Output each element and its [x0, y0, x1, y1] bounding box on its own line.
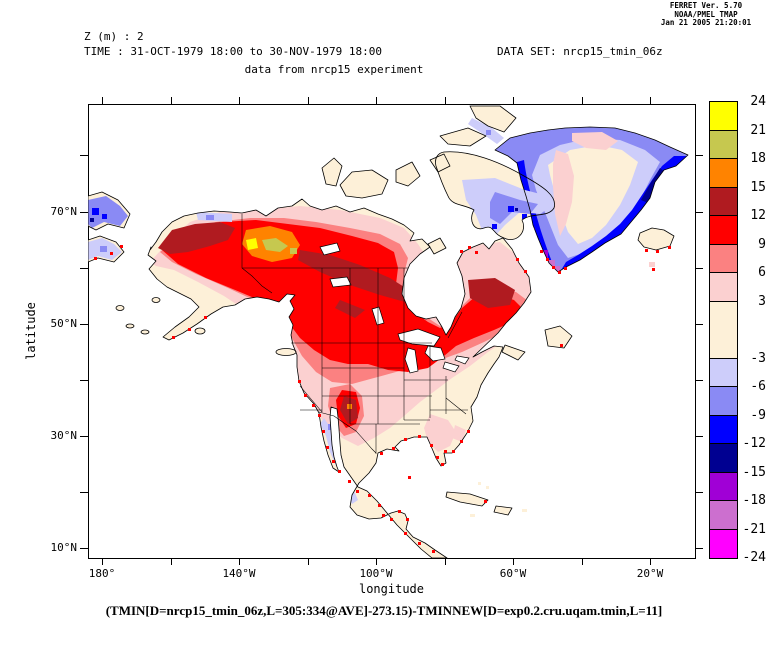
colorbar-band — [710, 187, 737, 216]
x-tick-bottom — [581, 558, 583, 565]
x-tick-label: 60°W — [499, 567, 527, 580]
y-tick-left — [80, 435, 88, 437]
colorbar-band — [710, 216, 737, 245]
colorbar-band — [710, 501, 737, 530]
y-tick-right — [695, 548, 703, 549]
y-tick-left — [80, 323, 88, 325]
y-tick-left — [80, 379, 88, 381]
colorbar-band — [710, 273, 737, 302]
y-tick-right — [695, 267, 703, 269]
x-tick-bottom — [650, 558, 651, 565]
dataset-label: DATA SET: nrcp15_tmin_06z — [497, 45, 663, 58]
y-tick-right — [695, 435, 703, 437]
colorbar-label: -24 — [742, 550, 766, 565]
x-tick-bottom — [170, 558, 172, 565]
map-canvas — [88, 105, 689, 558]
colorbar-band — [710, 387, 737, 416]
x-tick-label: 20°W — [636, 567, 664, 580]
colorbar-band — [710, 358, 737, 387]
y-tick-right — [695, 491, 703, 493]
landmass-base — [88, 106, 688, 558]
x-axis-title: longitude — [358, 582, 425, 596]
colorbar-band — [710, 130, 737, 159]
y-axis-title: latitude — [24, 302, 38, 360]
variable-expression-caption: (TMIN[D=nrcp15_tmin_06z,L=305:334@AVE]-2… — [105, 603, 663, 618]
z-level-label: Z (m) : 2 — [84, 30, 144, 43]
x-tick-bottom — [376, 558, 377, 565]
political-borders — [241, 214, 468, 454]
colorbar-label: 24 — [750, 94, 766, 109]
y-tick-label: 70°N — [50, 204, 78, 218]
plot-subtitle: data from nrcp15 experiment — [244, 63, 424, 76]
colorbar-label: 18 — [750, 151, 766, 166]
y-tick-right — [695, 379, 703, 381]
colorbar-label: -21 — [742, 521, 766, 537]
y-tick-left — [80, 491, 88, 493]
y-tick-label: 50°N — [50, 316, 78, 330]
colorbar-label: 15 — [750, 179, 766, 195]
baffin-anomaly-field — [462, 178, 552, 236]
y-tick-right — [695, 155, 703, 157]
colorbar-band — [710, 102, 737, 131]
y-tick-left — [80, 155, 88, 157]
colorbar-band — [710, 415, 737, 444]
colorbar-band — [710, 529, 737, 558]
colorbar — [709, 101, 738, 559]
colorbar-band — [710, 472, 737, 501]
colorbar-band — [710, 444, 737, 473]
x-tick-bottom — [513, 558, 514, 565]
colorbar-band — [710, 301, 737, 359]
colorbar-label: -12 — [742, 436, 766, 451]
colorbar-label: -9 — [750, 407, 766, 423]
y-tick-label: 30°N — [50, 428, 78, 442]
x-tick-label: 100°W — [359, 567, 393, 580]
x-tick-top — [581, 97, 583, 104]
ferret-timestamp: Jan 21 2005 21:20:01 — [660, 18, 752, 27]
ferret-version: FERRET Ver. 5.70 — [669, 1, 743, 10]
colorbar-label: -15 — [742, 464, 766, 480]
ferret-org: NOAA/PMEL TMAP — [674, 9, 738, 19]
plot-frame — [88, 104, 696, 559]
y-tick-left — [80, 267, 88, 269]
x-tick-top — [102, 97, 103, 104]
x-tick-top — [307, 97, 309, 104]
x-tick-top — [376, 97, 377, 104]
arctic-islands-anomaly — [468, 118, 655, 267]
x-tick-top — [170, 97, 172, 104]
y-tick-right — [695, 211, 703, 213]
lakes — [319, 242, 470, 374]
x-tick-top — [444, 97, 446, 104]
y-tick-right — [695, 323, 703, 325]
colorbar-band — [710, 244, 737, 273]
y-tick-label: 10°N — [50, 541, 78, 554]
x-tick-bottom — [444, 558, 446, 565]
colorbar-label: 12 — [750, 208, 766, 223]
coastlines — [88, 105, 689, 558]
colorbar-band — [710, 159, 737, 188]
time-range-label: TIME : 31-OCT-1979 18:00 to 30-NOV-1979 … — [84, 45, 383, 58]
ferret-credit: FERRET Ver. 5.70 NOAA/PMEL TMAP Jan 21 2… — [646, 1, 766, 28]
colorbar-label: -3 — [750, 350, 766, 366]
x-tick-top — [513, 97, 514, 104]
x-tick-bottom — [239, 558, 240, 565]
colorbar-label: 6 — [758, 265, 766, 280]
x-tick-bottom — [307, 558, 309, 565]
colorbar-label: 3 — [758, 293, 766, 309]
x-tick-label: 140°W — [222, 567, 256, 580]
x-tick-top — [239, 97, 240, 104]
coastal-hot-dots — [94, 245, 671, 553]
colorbar-label: 21 — [750, 122, 766, 138]
x-tick-bottom — [102, 558, 103, 565]
colorbar-label: 9 — [758, 236, 766, 252]
x-tick-label: 180° — [88, 567, 116, 580]
y-tick-left — [80, 548, 88, 549]
y-tick-left — [80, 211, 88, 213]
colorbar-label: -6 — [750, 379, 766, 394]
colorbar-label: -18 — [742, 493, 766, 508]
siberia-anomaly-field — [88, 196, 128, 260]
x-tick-top — [650, 97, 651, 104]
